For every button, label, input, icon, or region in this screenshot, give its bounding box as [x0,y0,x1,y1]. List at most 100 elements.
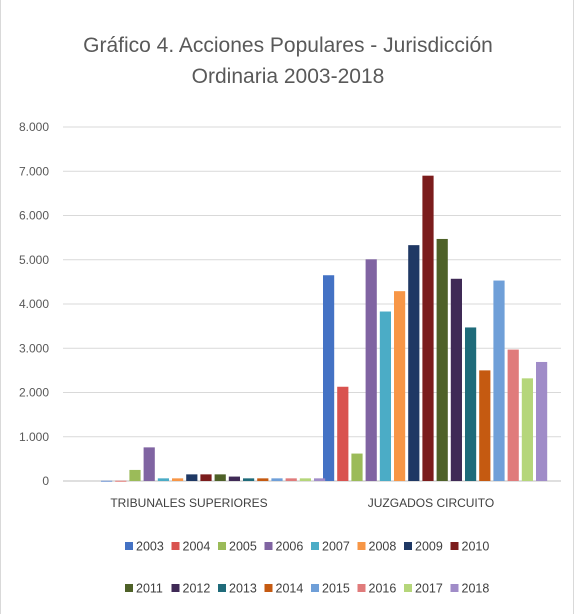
legend-item-2011: 2011 [125,582,163,596]
legend-label: 2012 [183,582,211,596]
legend-swatch [404,584,412,592]
bar-2008-juzgados [394,291,406,481]
legend-label: 2018 [462,582,490,596]
bar-2016-juzgados [507,349,519,481]
bar-2009-juzgados [408,245,420,481]
bar-2013-juzgados [465,327,477,481]
y-tick-label: 1.000 [19,430,49,444]
legend-label: 2004 [183,540,211,554]
bar-2010-tribunales [200,474,212,481]
legend-swatch [450,542,459,550]
legend-label: 2007 [322,540,350,554]
y-tick-label: 2.000 [19,386,49,400]
bar-2015-tribunales [271,478,283,481]
legend: 2003 2004 2005 2006 2007 2008 2009 2010 2011 2012… [125,540,489,596]
x-axis: TRIBUNALES SUPERIORES JUZGADOS CIRCUITO [110,496,494,510]
legend-item-2017: 2017 [404,582,443,596]
legend-label: 2003 [136,540,164,554]
bar-2016-tribunales [285,478,297,481]
legend-item-2012: 2012 [171,582,211,596]
y-tick-label: 7.000 [19,164,49,178]
bar-2003-tribunales [101,480,113,482]
bar-2014-tribunales [257,478,269,481]
legend-label: 2009 [415,540,443,554]
y-tick-label: 5.000 [19,253,49,267]
legend-item-2015: 2015 [311,582,350,596]
bar-2007-tribunales [157,478,169,481]
legend-item-2014: 2014 [264,582,304,596]
bar-2011-tribunales [214,474,226,481]
chart-title: Gráfico 4. Acciones Populares - Jurisdic… [1,30,574,92]
legend-item-2013: 2013 [218,582,257,596]
legend-swatch [171,584,180,592]
legend-label: 2016 [369,582,397,596]
legend-label: 2010 [462,540,490,554]
legend-item-2005: 2005 [218,540,257,554]
bar-2015-juzgados [493,280,505,481]
legend-item-2003: 2003 [125,540,164,554]
legend-swatch [218,542,226,550]
legend-swatch [357,542,366,550]
legend-swatch [171,542,180,550]
y-tick-label: 8.000 [19,120,49,134]
bar-2007-juzgados [379,311,391,481]
bar-2005-juzgados [351,453,363,481]
legend-label: 2017 [415,582,443,596]
legend-label: 2005 [229,540,257,554]
y-tick-label: 0 [42,474,49,488]
bar-2013-tribunales [243,478,255,481]
chart-title-line-2: Ordinaria 2003-2018 [191,65,385,88]
y-axis: 0 1.000 2.000 3.000 4.000 5.000 6.000 7.000 8.00… [19,120,49,488]
legend-swatch [357,584,366,592]
bar-2003-juzgados [323,275,335,481]
chart-title-line-1: Gráfico 4. Acciones Populares - Jurisdic… [83,34,493,57]
legend-item-2010: 2010 [450,540,490,554]
bar-series [101,175,548,482]
bar-2008-tribunales [172,478,184,481]
legend-item-2009: 2009 [404,540,443,554]
legend-label: 2011 [136,582,163,596]
legend-swatch [125,584,133,592]
bar-2012-juzgados [450,278,462,481]
bar-2017-tribunales [299,478,311,481]
y-tick-label: 4.000 [19,297,49,311]
legend-item-2018: 2018 [450,582,490,596]
bar-2005-tribunales [129,469,141,481]
legend-label: 2014 [276,582,304,596]
y-tick-label: 6.000 [19,209,49,223]
x-category-label: TRIBUNALES SUPERIORES [110,496,267,510]
legend-swatch [311,542,319,550]
legend-swatch [450,584,459,592]
legend-swatch [218,584,226,592]
bar-2018-juzgados [536,361,548,481]
legend-swatch [311,584,319,592]
bar-2004-juzgados [337,386,349,481]
bar-2010-juzgados [422,175,434,482]
bar-2009-tribunales [186,474,198,481]
bar-2017-juzgados [521,378,533,481]
legend-swatch [264,542,273,550]
bar-2004-tribunales [115,480,127,482]
bar-2006-juzgados [365,259,377,481]
legend-label: 2015 [322,582,350,596]
bar-2014-juzgados [479,370,491,481]
legend-item-2006: 2006 [264,540,304,554]
y-tick-label: 3.000 [19,341,49,355]
gridlines [63,126,561,482]
legend-item-2007: 2007 [311,540,350,554]
legend-swatch [404,542,412,550]
bar-2011-juzgados [436,238,448,481]
legend-item-2004: 2004 [171,540,211,554]
bar-2018-tribunales [314,478,326,481]
legend-label: 2013 [229,582,257,596]
legend-swatch [125,542,133,550]
legend-label: 2008 [369,540,397,554]
bar-2012-tribunales [228,476,240,481]
legend-item-2016: 2016 [357,582,397,596]
legend-label: 2006 [276,540,304,554]
x-category-label: JUZGADOS CIRCUITO [368,496,494,510]
legend-swatch [264,584,273,592]
bar-2006-tribunales [143,447,155,481]
